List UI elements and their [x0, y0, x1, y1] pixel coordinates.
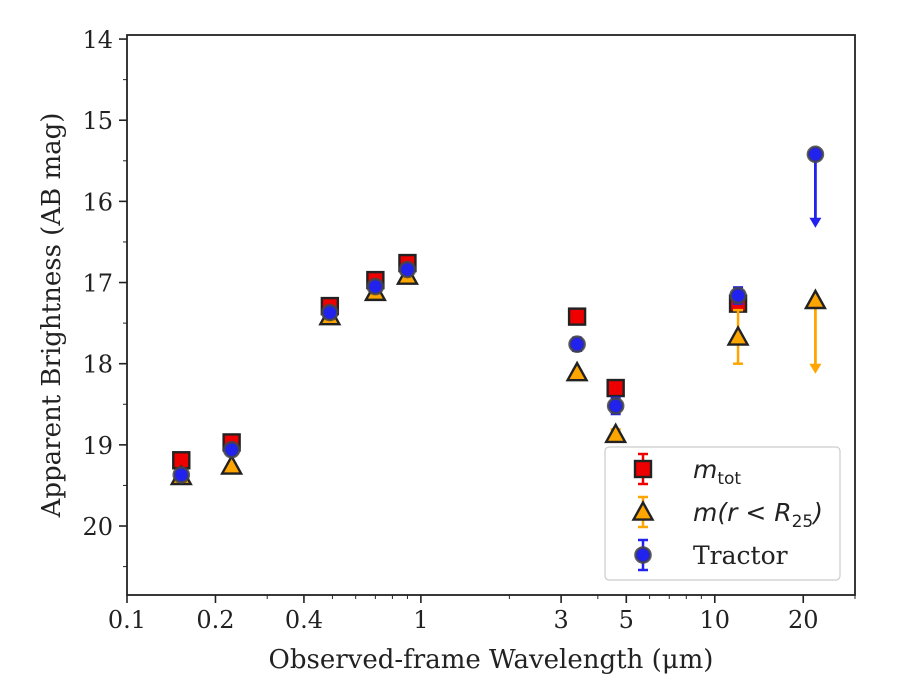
x-tick-label: 3 — [553, 606, 568, 634]
data-point — [604, 422, 628, 444]
x-tick-label: 0.1 — [108, 606, 146, 634]
y-tick-label: 15 — [82, 107, 113, 135]
axes: 0.1 0.2 0.4 1 3 5 10 20 14 15 16 17 18 19 20 Observed-f… — [37, 26, 856, 675]
y-tick-label: 18 — [82, 351, 113, 379]
data-point — [398, 260, 417, 279]
series-square — [172, 253, 748, 470]
data-point — [806, 145, 825, 164]
plot-frame — [126, 34, 856, 596]
legend-entry: mtot — [633, 452, 741, 489]
data-point — [729, 286, 747, 305]
data-point — [567, 307, 587, 326]
y-tick-label: 16 — [82, 188, 113, 216]
data-point — [803, 288, 827, 310]
legend-entry: m(r < R25) — [631, 495, 823, 532]
data-point — [606, 378, 625, 398]
data-point — [321, 303, 339, 322]
x-tick-label: 0.2 — [196, 606, 234, 634]
data-point — [568, 335, 586, 354]
legend-entry: Tractor — [634, 538, 788, 572]
legend-marker — [631, 500, 655, 521]
x-tick-label: 1 — [413, 606, 428, 634]
upper-limit-arrowhead — [809, 217, 822, 228]
y-tick-label: 19 — [82, 432, 113, 460]
series-circle — [172, 145, 825, 484]
y-tick-label: 17 — [82, 270, 113, 298]
x-tick-label: 5 — [619, 606, 634, 634]
x-tick-label: 20 — [788, 606, 819, 634]
legend: mtot m(r < R25) Tractor — [604, 446, 841, 581]
data-point — [220, 453, 244, 475]
x-axis-title: Observed-frame Wavelength (μm) — [269, 645, 714, 675]
x-tick-label: 10 — [700, 606, 731, 634]
legend-label: m(r < R25) — [693, 498, 823, 532]
data-point — [366, 277, 385, 296]
data-point — [222, 440, 241, 459]
legend-box — [604, 446, 841, 581]
data-point — [606, 397, 625, 415]
data-point — [565, 360, 589, 382]
y-tick-label: 20 — [82, 513, 113, 541]
legend-marker — [633, 459, 653, 479]
data-point — [726, 324, 750, 346]
y-axis-title: Apparent Brightness (AB mag) — [37, 113, 67, 519]
legend-label: Tractor — [693, 541, 788, 570]
data-point — [172, 466, 191, 484]
x-tick-label: 0.4 — [285, 606, 323, 634]
legend-marker — [634, 546, 652, 564]
plot-area — [169, 145, 827, 486]
legend-label: mtot — [693, 455, 741, 489]
upper-limit-arrowhead — [809, 363, 822, 374]
y-tick-label: 14 — [82, 26, 113, 54]
